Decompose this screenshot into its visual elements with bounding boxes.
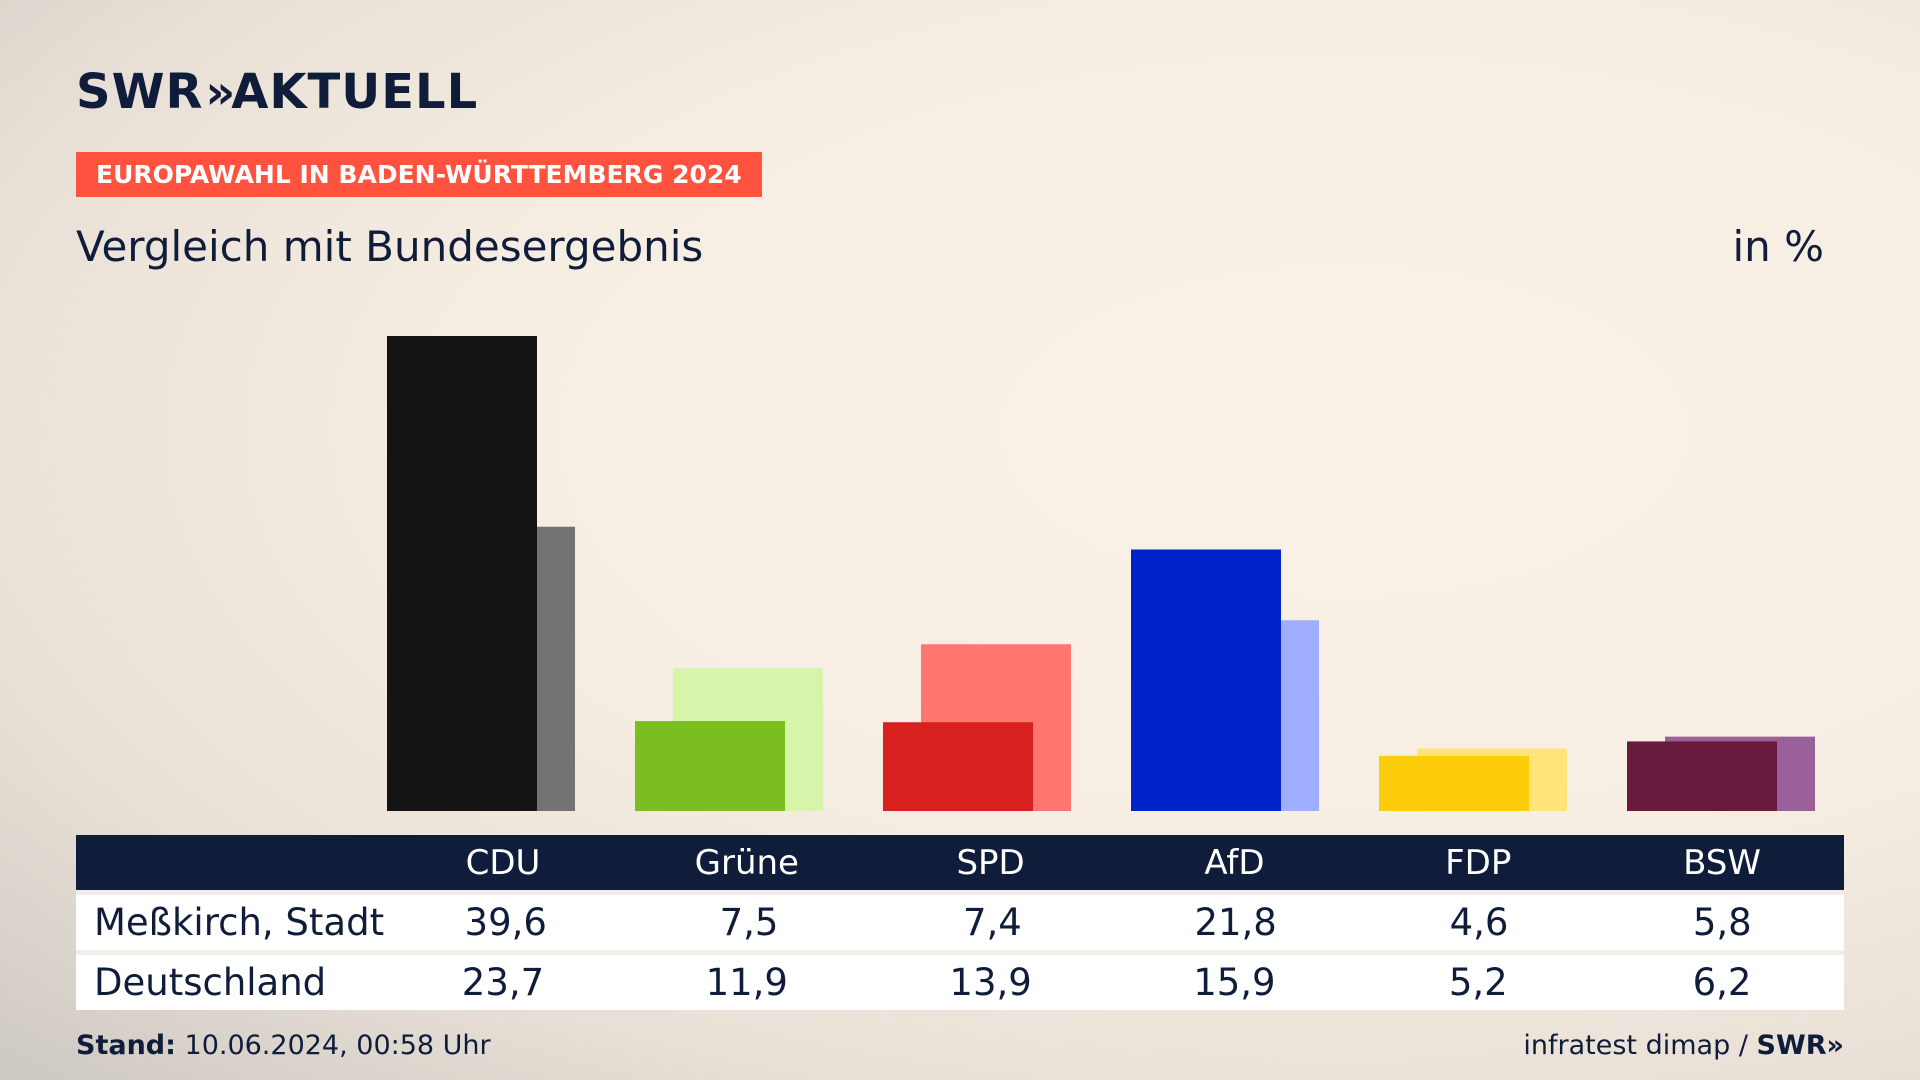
results-table: CDU Grüne SPD AfD FDP BSW Meßkirch, Stad… [76,835,1844,1010]
bar-messkirch-cdu [387,336,537,811]
header-bsw: BSW [1683,842,1762,883]
chart-subtitle: Vergleich mit Bundesergebnis [76,222,704,271]
value-cell: 21,8 [1194,901,1277,944]
value-cell: 7,4 [962,901,1022,944]
timestamp: Stand: 10.06.2024, 00:58 Uhr [76,1030,491,1061]
value-cell: 5,2 [1448,961,1508,1004]
value-cell: 6,2 [1692,961,1752,1004]
value-cell: 4,6 [1449,901,1509,944]
logo-suffix: AKTUELL [231,64,479,120]
bar-messkirch-grüne [635,721,785,811]
table-row: Meßkirch, Stadt 39,6 7,5 7,4 21,8 4,6 5,… [76,890,1844,950]
stand-value: 10.06.2024, 00:58 Uhr [184,1030,491,1061]
header-spd: SPD [956,842,1025,883]
election-badge: EUROPAWAHL IN BADEN-WÜRTTEMBERG 2024 [76,152,762,197]
value-cell: 11,9 [705,961,788,1004]
bar-messkirch-afd [1131,549,1281,811]
swr-brand: SWR» [1756,1030,1844,1061]
source-text: infratest dimap [1523,1030,1731,1061]
bar-messkirch-spd [883,722,1033,811]
value-cell: 15,9 [1193,961,1276,1004]
header-afd: AfD [1204,842,1265,883]
row-label: Meßkirch, Stadt [94,901,385,944]
value-cell: 13,9 [949,961,1032,1004]
swr-aktuell-logo: SWR » AKTUELL [76,64,478,120]
value-cell: 39,6 [464,901,547,944]
header-fdp: FDP [1445,842,1512,883]
header-gruene: Grüne [694,842,799,883]
bar-messkirch-fdp [1379,755,1529,811]
unit-label: in % [1732,222,1824,271]
logo-text: SWR [76,64,204,120]
source-credit: infratest dimap / SWR» [1523,1030,1844,1061]
table-row: Deutschland 23,7 11,9 13,9 15,9 5,2 6,2 [76,950,1844,1010]
header-cdu: CDU [465,842,541,883]
source-separator: / [1738,1030,1748,1061]
value-cell: 5,8 [1692,901,1752,944]
row-label: Deutschland [94,961,327,1004]
bar-chart [387,336,1815,811]
stand-label: Stand: [76,1030,176,1061]
table-header: CDU Grüne SPD AfD FDP BSW [76,835,1844,890]
bar-messkirch-bsw [1627,741,1777,811]
value-cell: 7,5 [719,901,779,944]
value-cell: 23,7 [461,961,545,1004]
